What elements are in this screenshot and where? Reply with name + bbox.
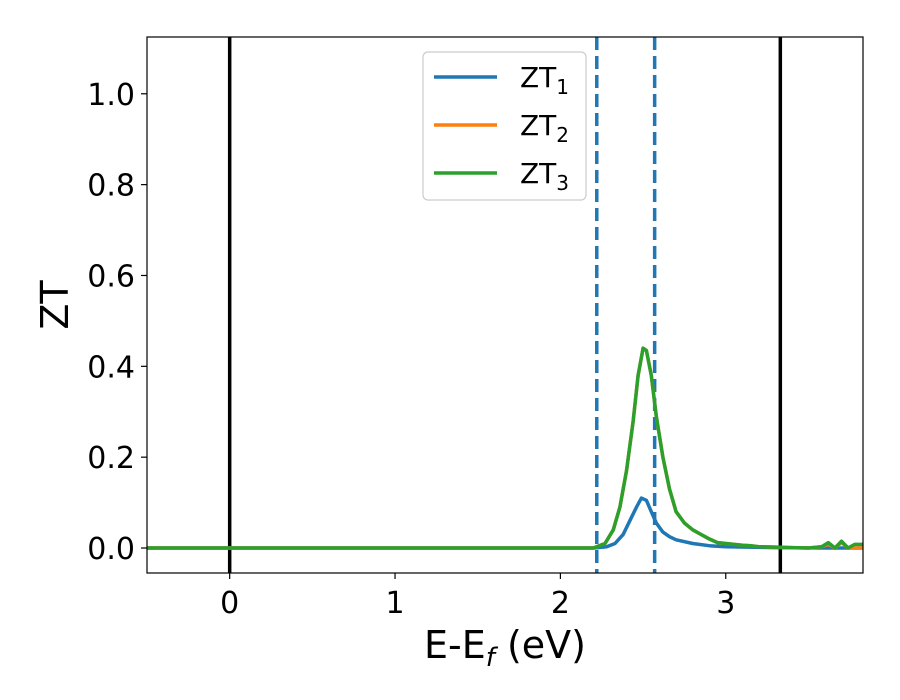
y-axis-label: ZT bbox=[33, 280, 77, 330]
y-axis-ticks: 0.0 0.2 0.4 0.6 0.8 1.0 bbox=[87, 78, 147, 567]
series-lines bbox=[147, 346, 863, 550]
x-tick-label-1: 1 bbox=[385, 586, 404, 621]
x-tick-label-2: 2 bbox=[551, 586, 570, 621]
plot-frame bbox=[146, 36, 864, 574]
series-line-3 bbox=[147, 346, 863, 550]
x-axis-label-main: E-E bbox=[424, 623, 486, 667]
legend-label-1: ZT1 bbox=[520, 61, 569, 99]
x-axis-label: E-Ef (eV) bbox=[424, 623, 586, 673]
series-line-1 bbox=[147, 496, 863, 550]
y-tick-label-3: 0.6 bbox=[87, 259, 135, 294]
x-tick-label-3: 3 bbox=[716, 586, 735, 621]
x-axis-ticks: 0 1 2 3 bbox=[220, 573, 735, 621]
y-tick-label-1: 0.2 bbox=[87, 441, 135, 476]
y-tick-label-2: 0.4 bbox=[87, 350, 135, 385]
legend: ZT1 ZT2 ZT3 bbox=[422, 51, 587, 201]
legend-entries: ZT1 ZT2 ZT3 bbox=[434, 61, 569, 195]
x-tick-label-0: 0 bbox=[220, 586, 239, 621]
vertical-lines bbox=[227, 37, 783, 573]
y-tick-label-4: 0.8 bbox=[87, 169, 135, 204]
x-axis-label-unit: (eV) bbox=[495, 623, 586, 667]
y-tick-label-0: 0.0 bbox=[87, 532, 135, 567]
legend-label-3: ZT3 bbox=[520, 157, 569, 195]
legend-box bbox=[422, 51, 587, 201]
legend-label-2: ZT2 bbox=[520, 109, 569, 147]
y-tick-label-5: 1.0 bbox=[87, 78, 135, 113]
